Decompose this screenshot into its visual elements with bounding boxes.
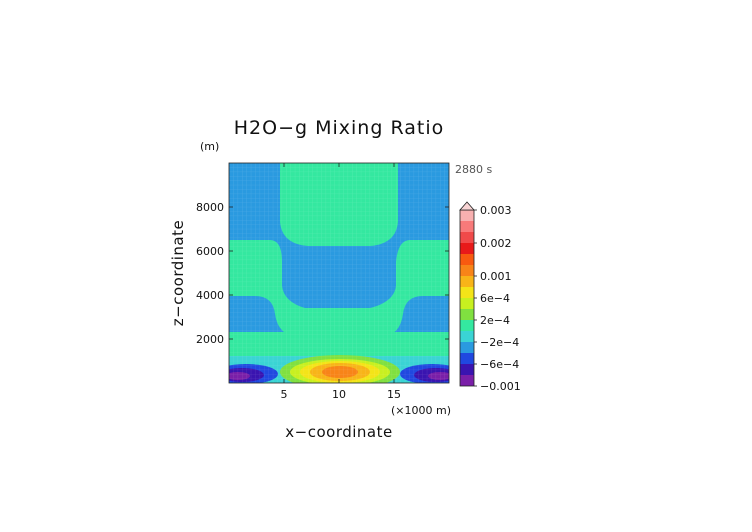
colorbar-segment [460, 210, 474, 221]
x-tick-label: 5 [281, 388, 288, 401]
colorbar-label: 0.001 [480, 270, 512, 283]
x-unit-label: (×1000 m) [391, 404, 451, 417]
colorbar-max-triangle [459, 201, 475, 211]
chart-title: H2O−g Mixing Ratio [234, 117, 444, 139]
colorbar-label: 0.003 [480, 204, 512, 217]
colorbar-label: −0.001 [480, 380, 521, 393]
colorbar-label: 2e−4 [480, 314, 510, 327]
time-label: 2880 s [455, 163, 492, 176]
colorbar-segment [460, 320, 474, 331]
y-unit-label: (m) [200, 140, 219, 153]
colorbar-label: 0.002 [480, 237, 512, 250]
colorbar-segment [460, 265, 474, 276]
colorbar-segment [460, 353, 474, 364]
y-axis-label: z−coordinate [169, 220, 187, 326]
y-tick-label: 8000 [196, 201, 224, 214]
colorbar: 0.003 0.002 0.001 6e−4 2e−4 −2e−4 −6e−4 −0.001 [459, 201, 521, 393]
x-axis: 5 10 15 [281, 163, 401, 401]
y-axis: 2000 4000 6000 8000 [196, 201, 449, 346]
x-tick-label: 10 [332, 388, 346, 401]
colorbar-segment [460, 254, 474, 265]
contour-plot [229, 163, 449, 383]
colorbar-segment [460, 298, 474, 309]
y-tick-label: 2000 [196, 333, 224, 346]
y-tick-label: 4000 [196, 289, 224, 302]
colorbar-label: −6e−4 [480, 358, 519, 371]
colorbar-segment [460, 342, 474, 353]
x-axis-label: x−coordinate [285, 423, 392, 441]
x-tick-label: 15 [387, 388, 401, 401]
colorbar-segment [460, 287, 474, 298]
colorbar-segment [460, 232, 474, 243]
colorbar-segment [460, 364, 474, 375]
colorbar-segment [460, 243, 474, 254]
colorbar-label: −2e−4 [480, 336, 519, 349]
colorbar-segment [460, 331, 474, 342]
colorbar-segment [460, 375, 474, 386]
colorbar-segment [460, 276, 474, 287]
y-tick-label: 6000 [196, 245, 224, 258]
colorbar-segment [460, 221, 474, 232]
colorbar-label: 6e−4 [480, 292, 510, 305]
colorbar-segment [460, 309, 474, 320]
